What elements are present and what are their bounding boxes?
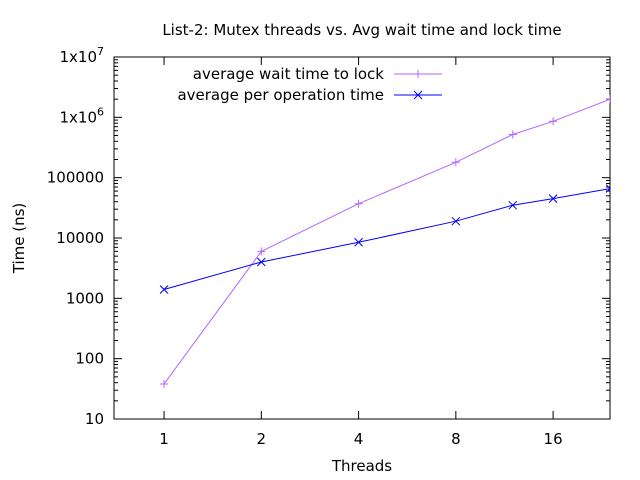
data-point-series-2 bbox=[451, 216, 461, 226]
data-point-series-2 bbox=[256, 257, 266, 267]
x-tick-label: 16 bbox=[544, 430, 563, 448]
y-tick-label-exponent: 7 bbox=[97, 45, 104, 58]
data-point-series-2 bbox=[605, 184, 610, 193]
y-tick-label-base: 1x10 bbox=[59, 108, 97, 126]
plot-area bbox=[159, 95, 610, 389]
y-tick-label: 1x106 bbox=[59, 105, 104, 126]
y-tick-label-exponent: 6 bbox=[97, 105, 104, 118]
y-tick-label: 100 bbox=[75, 350, 104, 368]
y-tick-label: 1000 bbox=[66, 289, 104, 307]
y-tick-label: 100000 bbox=[47, 169, 104, 187]
y-tick-label: 1x107 bbox=[59, 45, 104, 66]
data-point-series-1 bbox=[160, 380, 169, 389]
data-point-series-1 bbox=[549, 117, 558, 126]
x-tick-label: 1 bbox=[159, 430, 169, 448]
data-point-series-1 bbox=[257, 247, 266, 256]
legend: average wait time to lock average per ope… bbox=[177, 65, 442, 104]
series-layer bbox=[159, 95, 610, 389]
data-point-series-1 bbox=[508, 130, 517, 139]
data-point-series-2 bbox=[508, 200, 518, 210]
x-axis-label: Threads bbox=[331, 457, 392, 475]
legend-swatch-marker bbox=[413, 90, 423, 100]
y-tick-label-base: 1x10 bbox=[59, 48, 97, 66]
y-tick-label: 10 bbox=[85, 410, 104, 428]
legend-swatch-marker bbox=[414, 70, 422, 78]
data-point-series-2 bbox=[354, 237, 363, 247]
legend-label: average wait time to lock bbox=[193, 65, 385, 83]
data-point-series-1 bbox=[354, 199, 363, 208]
y-tick-label: 10000 bbox=[56, 229, 104, 247]
data-point-series-1 bbox=[606, 95, 610, 104]
x-tick-label: 4 bbox=[354, 430, 364, 448]
data-point-series-1 bbox=[451, 158, 460, 167]
data-point-series-2 bbox=[159, 285, 169, 294]
legend-label: average per operation time bbox=[177, 86, 384, 104]
x-tick-label: 2 bbox=[257, 430, 267, 448]
data-point-series-2 bbox=[548, 194, 558, 203]
x-tick-label: 8 bbox=[451, 430, 461, 448]
y-axis-label: Time (ns) bbox=[10, 203, 28, 275]
chart-title: List-2: Mutex threads vs. Avg wait time … bbox=[162, 21, 561, 39]
